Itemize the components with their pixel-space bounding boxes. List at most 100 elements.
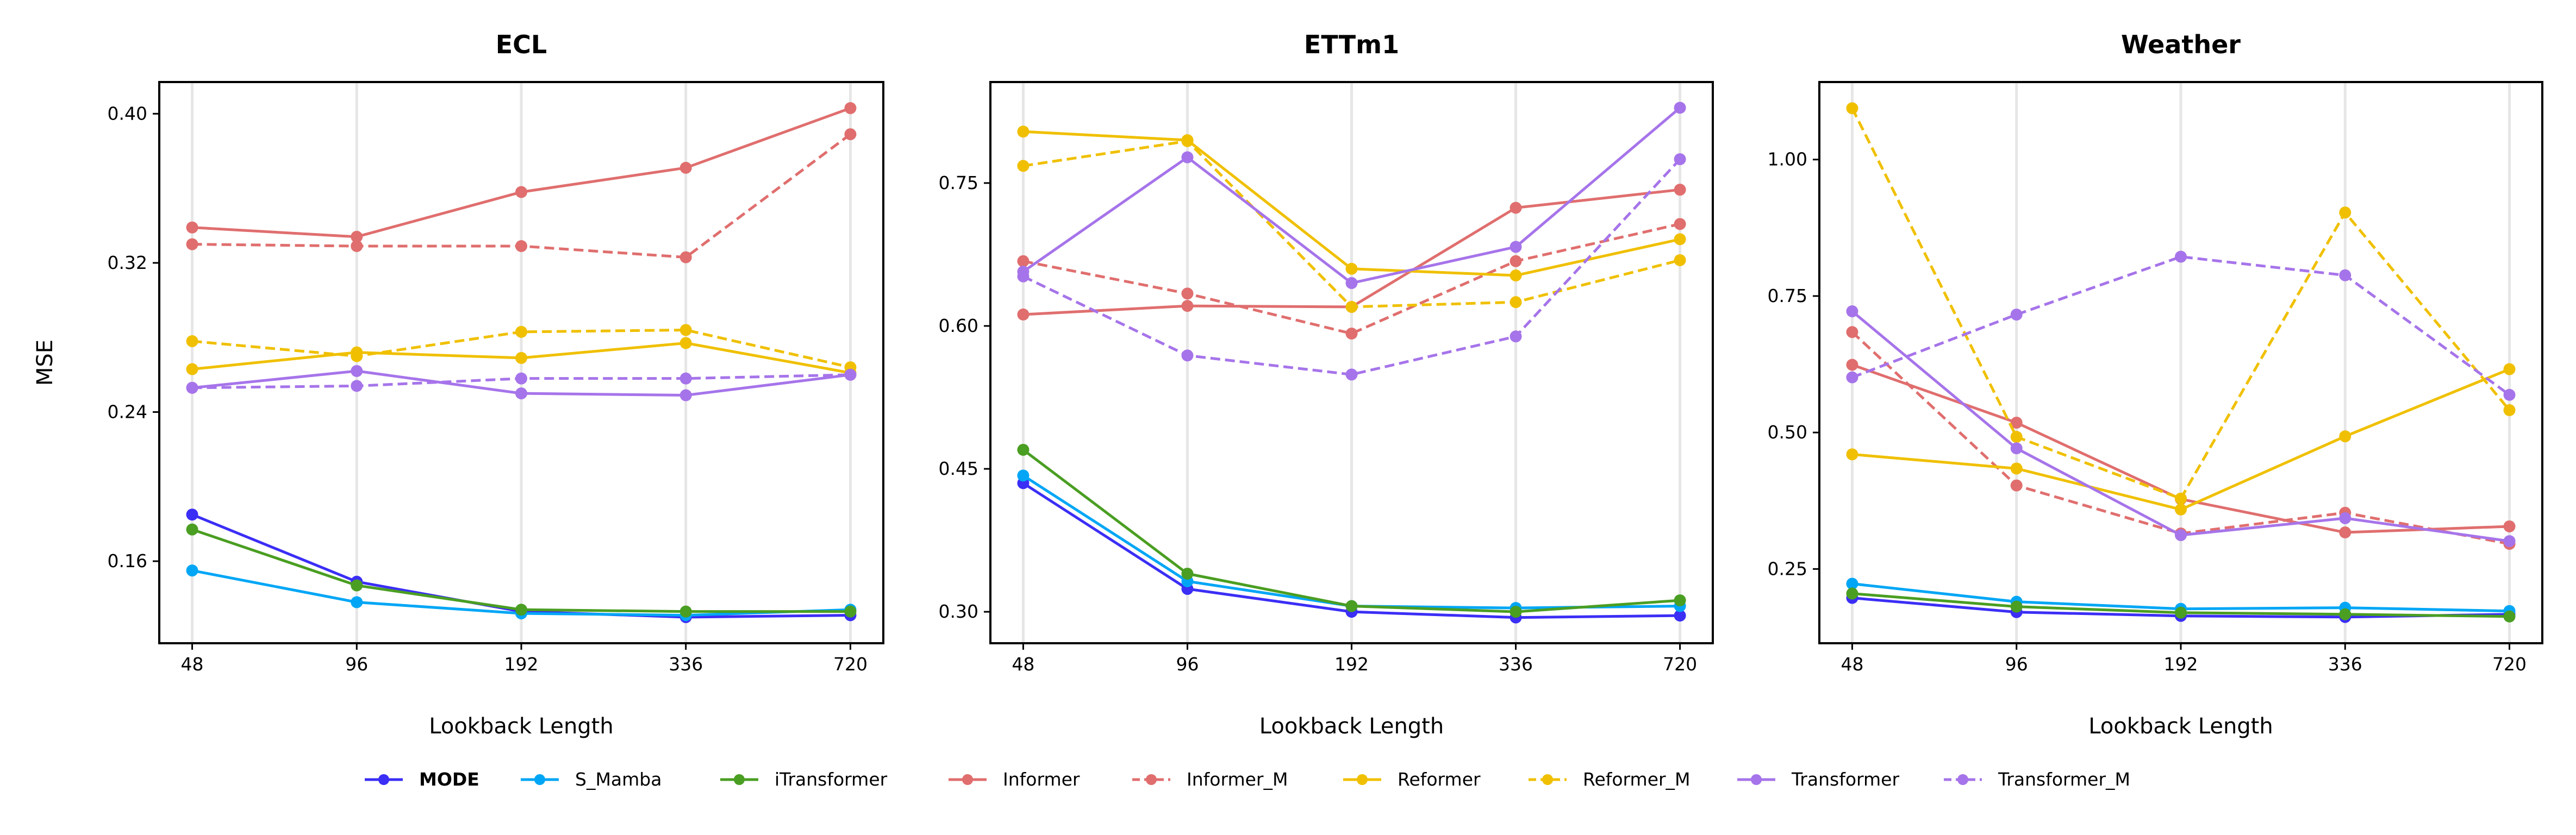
series-itransformer xyxy=(186,523,857,618)
legend-label: Reformer_M xyxy=(1583,769,1691,790)
data-point xyxy=(2175,250,2187,263)
data-point xyxy=(2010,442,2023,455)
legend-item-s_mamba: S_Mamba xyxy=(521,769,662,790)
data-point xyxy=(1510,255,1522,267)
data-point xyxy=(2175,503,2187,516)
data-point xyxy=(2010,462,2023,475)
data-point xyxy=(1510,606,1522,618)
chart-title: ECL xyxy=(496,30,547,59)
data-point xyxy=(679,389,692,401)
legend-marker xyxy=(1357,774,1368,785)
series-informer xyxy=(186,102,857,243)
x-tick-label: 192 xyxy=(1334,654,1369,675)
y-tick-label: 0.75 xyxy=(939,172,978,193)
legend-label: Informer_M xyxy=(1187,769,1288,790)
data-point xyxy=(2503,363,2516,375)
x-tick-label: 192 xyxy=(504,654,539,675)
legend-label: iTransformer xyxy=(775,769,888,790)
data-point xyxy=(844,605,857,618)
chart-title: Weather xyxy=(2121,30,2241,59)
x-axis-label: Lookback Length xyxy=(429,714,613,739)
legend-item-informer_m: Informer_M xyxy=(1132,769,1288,790)
data-point xyxy=(1846,448,1858,461)
data-point xyxy=(1017,125,1030,138)
data-point xyxy=(2503,404,2516,416)
series-reformer_m xyxy=(1017,135,1686,313)
data-point xyxy=(1846,587,1858,600)
legend-marker xyxy=(378,774,389,785)
y-tick-label: 0.75 xyxy=(1768,285,1807,306)
data-point xyxy=(2010,479,2023,492)
x-tick-label: 48 xyxy=(181,654,204,675)
data-point xyxy=(186,363,198,375)
data-point xyxy=(1345,368,1358,381)
y-tick-label: 0.16 xyxy=(108,550,147,572)
data-point xyxy=(515,604,527,616)
legend-item-reformer_m: Reformer_M xyxy=(1529,769,1691,790)
data-point xyxy=(679,605,692,618)
x-tick-label: 720 xyxy=(2492,654,2527,675)
series-transformer xyxy=(1846,305,2516,548)
legend-marker xyxy=(734,774,745,785)
data-point xyxy=(1345,277,1358,290)
data-point xyxy=(2339,269,2352,281)
axes-frame xyxy=(989,81,1714,644)
x-tick-label: 336 xyxy=(1499,654,1533,675)
y-tick-label: 0.45 xyxy=(939,458,978,479)
data-point xyxy=(515,351,527,364)
data-point xyxy=(1510,269,1522,282)
x-axis-label: Lookback Length xyxy=(1259,714,1444,739)
data-point xyxy=(1345,262,1358,275)
series-line xyxy=(1022,222,1681,335)
data-point xyxy=(679,251,692,263)
data-point xyxy=(1674,218,1686,230)
legend-item-mode: MODE xyxy=(365,769,479,790)
data-point xyxy=(1181,349,1194,362)
legend-marker xyxy=(534,774,545,785)
x-tick-label: 336 xyxy=(669,654,703,675)
data-point xyxy=(351,230,363,243)
data-point xyxy=(351,596,363,608)
data-point xyxy=(679,161,692,174)
data-point xyxy=(515,387,527,400)
legend-item-itransformer: iTransformer xyxy=(720,769,888,790)
y-tick-label: 0.50 xyxy=(1768,422,1807,443)
data-point xyxy=(1846,305,1858,318)
legend-marker xyxy=(962,774,973,785)
data-point xyxy=(351,380,363,392)
data-point xyxy=(186,564,198,577)
legend-label: Reformer xyxy=(1398,769,1481,790)
series-informer_m xyxy=(1017,218,1686,340)
data-point xyxy=(351,350,363,362)
x-tick-label: 192 xyxy=(2164,654,2198,675)
y-tick-label: 0.30 xyxy=(939,601,978,622)
data-point xyxy=(1846,102,1858,115)
data-point xyxy=(1345,600,1358,612)
series-reformer xyxy=(1846,363,2516,516)
legend-item-transformer_m: Transformer_M xyxy=(1944,769,2130,790)
data-point xyxy=(844,128,857,141)
legend-item-informer: Informer xyxy=(949,769,1080,790)
data-point xyxy=(351,240,363,253)
data-point xyxy=(1017,308,1030,321)
data-point xyxy=(2175,529,2187,542)
legend-label: Transformer xyxy=(1791,769,1899,790)
panel-weather: 48 96 192 336 720 0.25 0.50 0.75 1.00 Weather Look… xyxy=(1768,30,2543,739)
data-point xyxy=(186,508,198,521)
series-itransformer xyxy=(1017,443,1686,618)
data-point xyxy=(1017,469,1030,482)
data-point xyxy=(1181,151,1194,164)
data-point xyxy=(1674,610,1686,622)
data-point xyxy=(1674,254,1686,266)
data-point xyxy=(1181,287,1194,300)
data-point xyxy=(2503,535,2516,548)
data-point xyxy=(351,365,363,377)
x-tick-label: 96 xyxy=(2005,654,2028,675)
x-tick-label: 96 xyxy=(345,654,368,675)
data-point xyxy=(1846,359,1858,371)
data-point xyxy=(1345,300,1358,313)
data-point xyxy=(2339,512,2352,524)
data-point xyxy=(679,337,692,349)
data-point xyxy=(2339,608,2352,620)
